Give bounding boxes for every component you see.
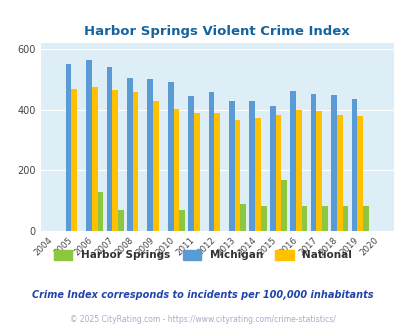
Bar [127,78,132,231]
Bar [315,111,321,231]
Bar [330,95,336,231]
Text: Crime Index corresponds to incidents per 100,000 inhabitants: Crime Index corresponds to incidents per… [32,290,373,300]
Bar [106,67,112,231]
Bar [275,115,281,231]
Bar [234,120,240,231]
Bar [249,101,255,231]
Bar [173,109,179,231]
Bar [112,90,118,231]
Bar [310,94,315,231]
Bar [290,91,295,231]
Bar [295,110,301,231]
Bar [188,96,194,231]
Bar [167,82,173,231]
Bar [351,99,356,231]
Bar [255,118,260,231]
Bar [97,192,103,231]
Text: © 2025 CityRating.com - https://www.cityrating.com/crime-statistics/: © 2025 CityRating.com - https://www.city… [70,314,335,324]
Bar [92,87,97,231]
Bar [260,206,266,231]
Bar [132,92,138,231]
Bar [147,79,153,231]
Bar [356,116,362,231]
Bar [194,113,199,231]
Bar [153,101,158,231]
Bar [362,206,368,231]
Bar [336,115,342,231]
Bar [301,206,307,231]
Bar [86,60,92,231]
Bar [71,89,77,231]
Bar [118,210,124,231]
Bar [342,206,347,231]
Bar [208,92,214,231]
Legend: Harbor Springs, Michigan, National: Harbor Springs, Michigan, National [53,250,352,260]
Bar [269,106,275,231]
Bar [179,210,185,231]
Bar [321,206,327,231]
Bar [228,101,234,231]
Bar [214,113,220,231]
Bar [281,180,286,231]
Bar [240,204,245,231]
Bar [66,64,71,231]
Title: Harbor Springs Violent Crime Index: Harbor Springs Violent Crime Index [84,24,349,38]
